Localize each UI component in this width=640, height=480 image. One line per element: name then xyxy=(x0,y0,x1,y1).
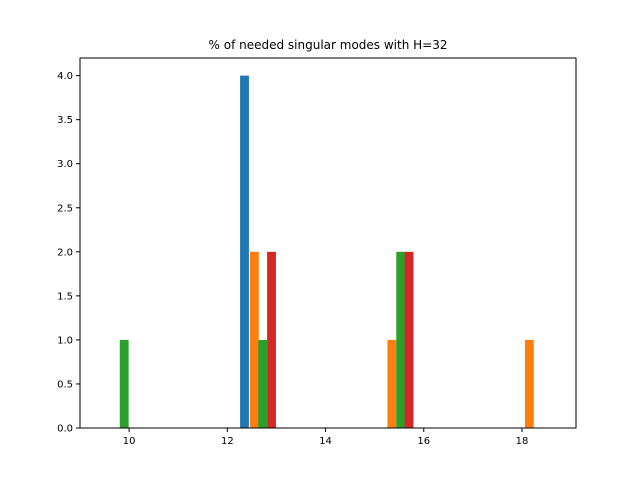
bar-series-1-2 xyxy=(524,339,534,428)
bar-series-1-0 xyxy=(249,251,259,428)
x-tick-label: 12 xyxy=(221,436,234,447)
y-tick-label: 2.0 xyxy=(57,247,73,258)
y-tick-label: 1.5 xyxy=(57,291,73,302)
bar-series-2-0 xyxy=(119,339,129,428)
bar-series-2-2 xyxy=(396,251,406,428)
y-tick-label: 3.5 xyxy=(57,115,73,126)
plot-frame xyxy=(79,57,577,429)
x-tick-label: 16 xyxy=(417,436,430,447)
x-axis-ticks: 10 12 14 16 18 xyxy=(123,428,529,447)
chart-title: % of needed singular modes with H=32 xyxy=(209,38,448,52)
bar-series-2-1 xyxy=(258,339,268,428)
bar-series-1-1 xyxy=(387,339,397,428)
y-tick-label: 3.0 xyxy=(57,159,73,170)
x-tick-label: 14 xyxy=(319,436,332,447)
y-axis-ticks: 0.0 0.5 1.0 1.5 2.0 2.5 3.0 3.5 4.0 xyxy=(57,71,80,435)
y-tick-label: 0.5 xyxy=(57,379,73,390)
y-tick-label: 2.5 xyxy=(57,203,73,214)
x-tick-label: 10 xyxy=(123,436,136,447)
y-tick-label: 1.0 xyxy=(57,335,73,346)
bars-layer xyxy=(119,75,534,428)
bar-series-0-0 xyxy=(240,75,249,428)
bar-series-3-1 xyxy=(404,251,414,428)
x-tick-label: 18 xyxy=(516,436,529,447)
y-tick-label: 4.0 xyxy=(57,71,73,82)
bar-series-3-0 xyxy=(267,251,276,428)
y-tick-label: 0.0 xyxy=(57,424,73,435)
